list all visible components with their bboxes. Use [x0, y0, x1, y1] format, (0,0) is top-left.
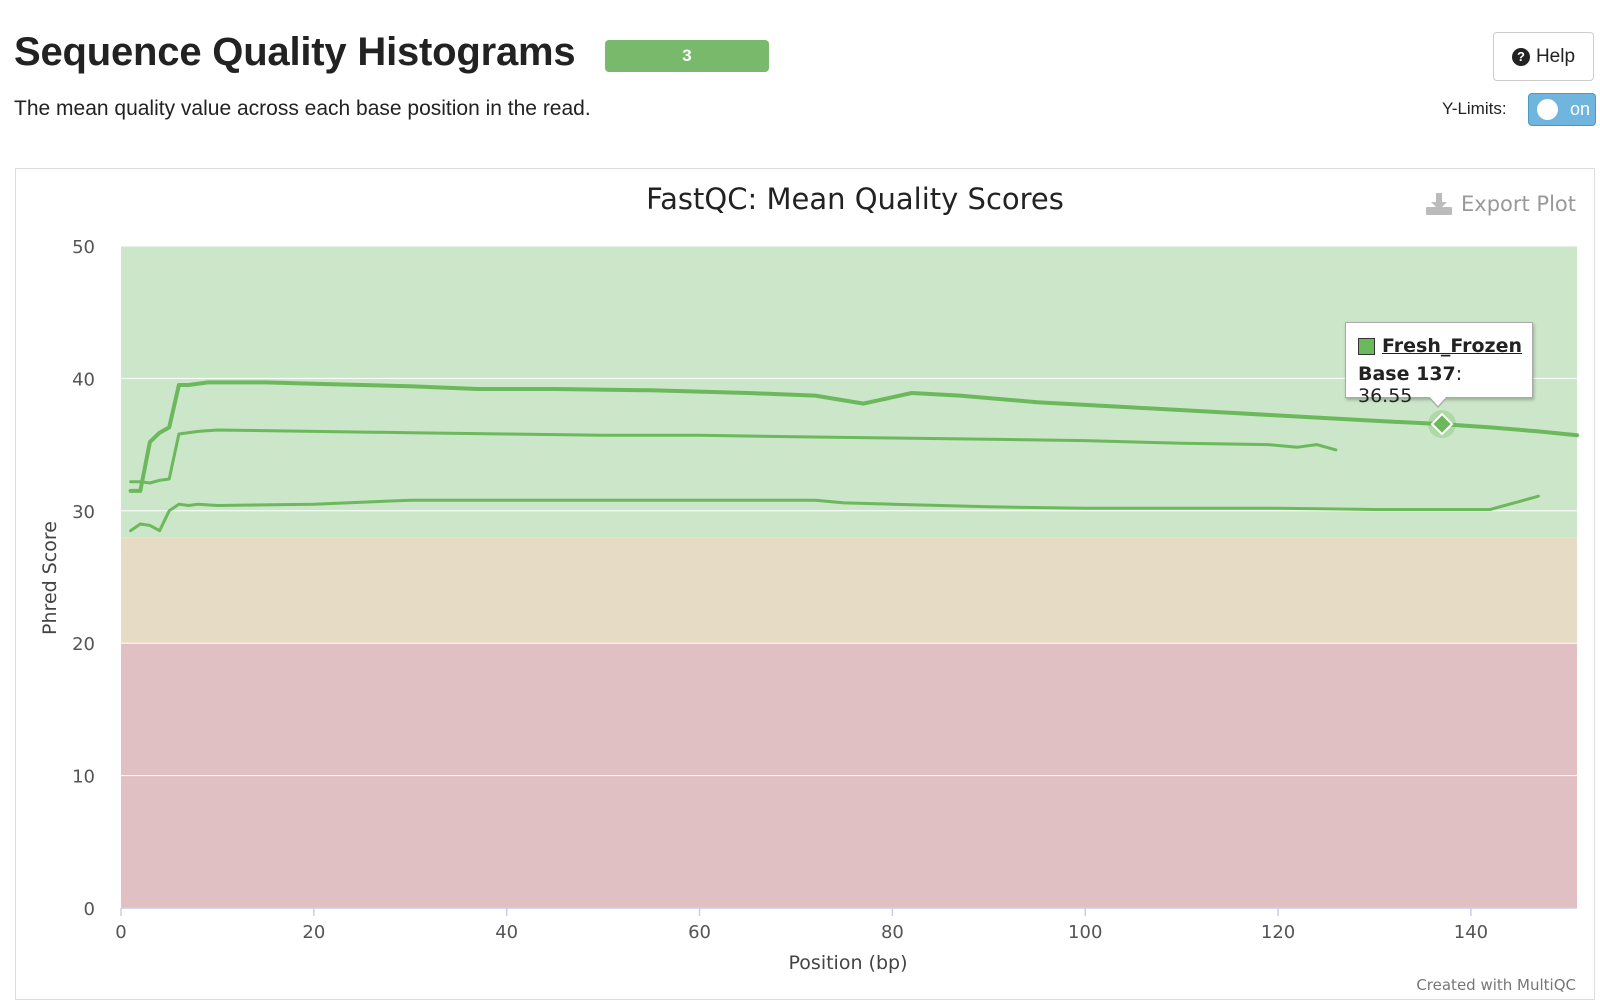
tooltip-sample-name: Fresh_Frozen — [1381, 335, 1522, 357]
x-tick-label: 60 — [688, 922, 711, 943]
download-icon — [1425, 192, 1453, 216]
axes: 0 10 20 30 40 50 0 20 40 60 80 100 120 140 — [72, 237, 1577, 943]
x-tick-label: 80 — [881, 922, 904, 943]
series-line-1[interactable] — [128, 380, 1579, 493]
quality-bands — [121, 246, 1577, 908]
chart-labels: FastQC: Mean Quality Scores Position (bp… — [39, 182, 1576, 994]
hover-marker — [1428, 410, 1457, 439]
x-tick-label: 120 — [1261, 922, 1295, 943]
export-plot-button[interactable]: Export Plot — [1425, 192, 1576, 216]
y-tick-label: 10 — [72, 767, 95, 788]
y-tick-label: 50 — [72, 237, 95, 258]
help-button-label: Help — [1535, 45, 1576, 67]
y-tick-label: 20 — [72, 634, 95, 655]
section-description: The mean quality value across each base … — [14, 97, 591, 120]
chart-title: FastQC: Mean Quality Scores — [646, 182, 1064, 216]
ylimits-label: Y-Limits: — [1442, 99, 1507, 118]
x-tick-label: 40 — [495, 922, 518, 943]
y-tick-label: 0 — [84, 899, 95, 920]
tooltip-base-label: Base 137 — [1358, 363, 1456, 385]
series-swatch — [1358, 337, 1375, 355]
sample-count-badge: 3 — [605, 40, 769, 72]
x-tick-label: 20 — [302, 922, 325, 943]
x-axis-label: Position (bp) — [789, 952, 908, 974]
point-tooltip: Fresh_Frozen Base 137: 36.55 — [1345, 322, 1533, 408]
export-plot-label: Export Plot — [1461, 192, 1576, 216]
question-circle-icon: ? — [1511, 47, 1530, 66]
band-good — [121, 246, 1577, 538]
series-line-2[interactable] — [129, 428, 1338, 485]
hover-point[interactable] — [1430, 412, 1454, 436]
toggle-knob — [1537, 99, 1558, 120]
series-line-3[interactable] — [129, 494, 1540, 533]
x-tick-label: 140 — [1454, 922, 1488, 943]
page-title: Sequence Quality Histograms — [14, 30, 576, 74]
series-lines — [128, 380, 1579, 533]
multiqc-credit: Created with MultiQC — [1416, 976, 1576, 994]
x-tick-label: 100 — [1068, 922, 1102, 943]
ylimits-toggle[interactable]: on — [1528, 93, 1596, 126]
y-axis-label: Phred Score — [39, 521, 61, 635]
tooltip-arrow-fill — [1429, 396, 1447, 406]
plot-container — [15, 168, 1595, 1000]
y-tick-label: 30 — [72, 502, 95, 523]
x-tick-label: 0 — [115, 922, 126, 943]
band-warn — [121, 537, 1577, 644]
toggle-state-label: on — [1570, 99, 1591, 119]
tooltip-value: : 36.55 — [1358, 363, 1463, 407]
help-button[interactable]: ? Help — [1493, 32, 1594, 81]
y-tick-label: 40 — [72, 369, 95, 390]
